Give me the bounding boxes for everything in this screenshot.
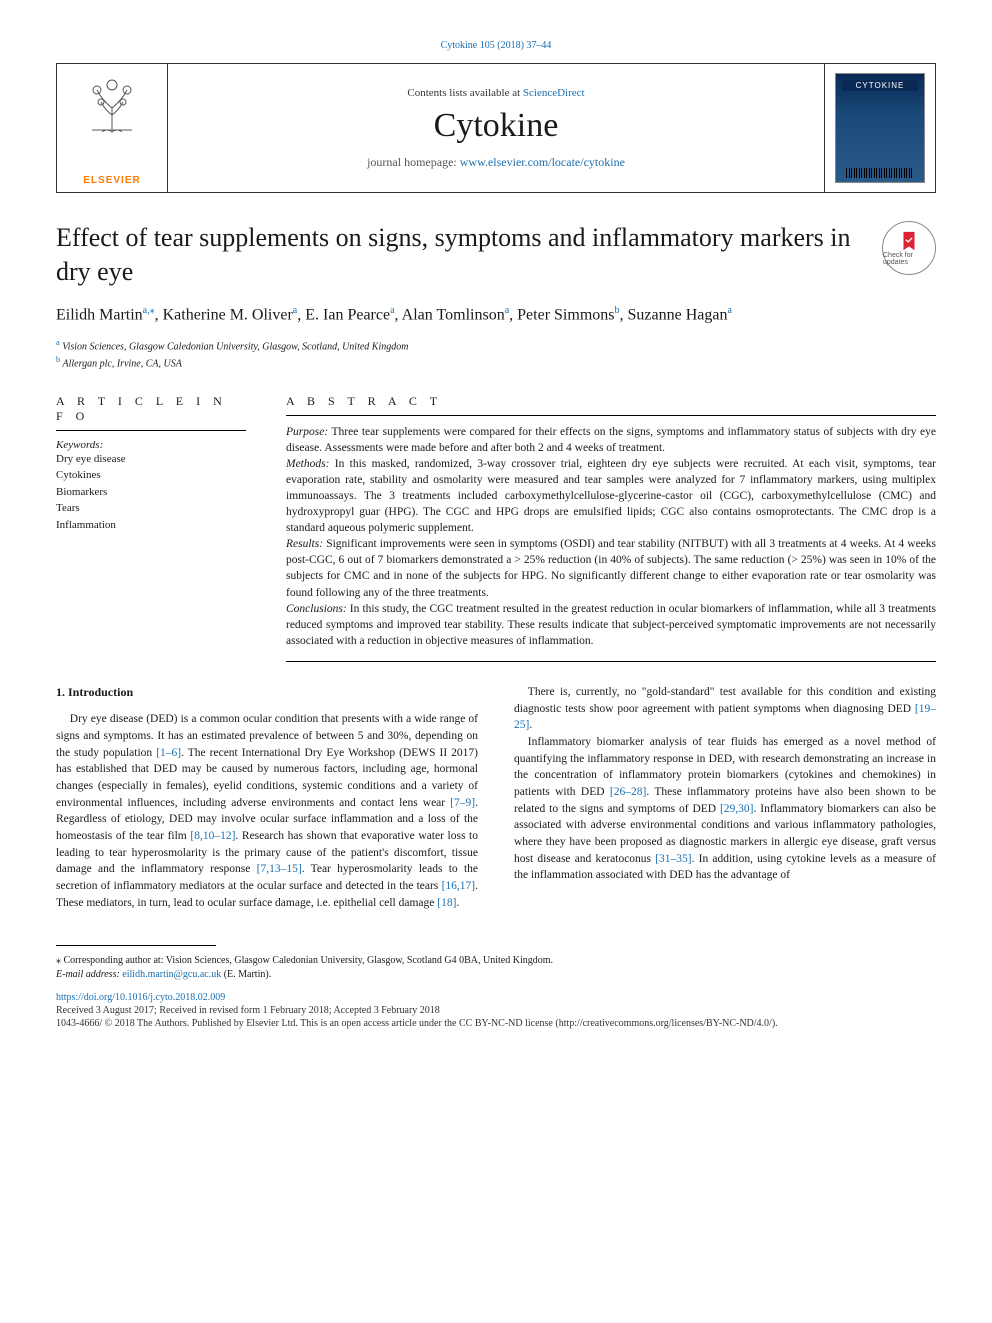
corresponding-author: ⁎ Corresponding author at: Vision Scienc…: [56, 954, 936, 968]
keywords-list: Dry eye diseaseCytokinesBiomarkersTearsI…: [56, 451, 246, 534]
affiliation-a: a Vision Sciences, Glasgow Caledonian Un…: [56, 337, 936, 354]
conclusions-text: In this study, the CGC treatment resulte…: [286, 603, 936, 647]
intro-p2: There is, currently, no "gold-standard" …: [514, 684, 936, 734]
copyright: 1043-4666/ © 2018 The Authors. Published…: [56, 1018, 936, 1029]
methods-text: In this masked, randomized, 3-way crosso…: [286, 458, 936, 534]
sciencedirect-link[interactable]: ScienceDirect: [523, 87, 585, 99]
keyword-item: Tears: [56, 500, 246, 517]
keyword-item: Biomarkers: [56, 484, 246, 501]
article-info-heading: A R T I C L E I N F O: [56, 394, 246, 431]
contents-line: Contents lists available at ScienceDirec…: [407, 87, 584, 99]
results-label: Results:: [286, 538, 323, 550]
ref-link[interactable]: [18]: [437, 897, 456, 909]
doi-link[interactable]: https://doi.org/10.1016/j.cyto.2018.02.0…: [56, 992, 936, 1003]
body-text: 1. Introduction Dry eye disease (DED) is…: [56, 684, 936, 911]
homepage-prefix: journal homepage:: [367, 155, 460, 169]
t: There is, currently, no "gold-standard" …: [514, 686, 936, 715]
journal-cover-thumbnail: [835, 73, 925, 183]
masthead-center: Contents lists available at ScienceDirec…: [167, 64, 825, 192]
authors: Eilidh Martina,⁎, Katherine M. Olivera, …: [56, 303, 936, 327]
email-suffix: (E. Martin).: [221, 969, 271, 980]
email-link[interactable]: eilidh.martin@gcu.ac.uk: [122, 969, 221, 980]
homepage-line: journal homepage: www.elsevier.com/locat…: [367, 155, 625, 170]
cover-thumb-block: [825, 64, 935, 192]
keyword-item: Inflammation: [56, 517, 246, 534]
ref-link[interactable]: [31–35]: [655, 853, 691, 865]
homepage-link[interactable]: www.elsevier.com/locate/cytokine: [460, 155, 625, 169]
ref-link[interactable]: [16,17]: [442, 880, 476, 892]
check-updates-badge[interactable]: Check for updates: [882, 221, 936, 275]
ref-link[interactable]: [26–28]: [610, 786, 646, 798]
purpose-label: Purpose:: [286, 426, 328, 438]
ref-link[interactable]: [7,13–15]: [257, 863, 302, 875]
elsevier-tree-icon: [77, 70, 147, 140]
publisher-logo-block: ELSEVIER: [57, 64, 167, 192]
abstract-body: Purpose: Three tear supplements were com…: [286, 424, 936, 649]
ref-link[interactable]: [7–9]: [450, 797, 475, 809]
footnote-separator: [56, 945, 216, 946]
affiliations: a Vision Sciences, Glasgow Caledonian Un…: [56, 337, 936, 372]
intro-heading: 1. Introduction: [56, 684, 478, 701]
results-text: Significant improvements were seen in sy…: [286, 538, 936, 598]
article-title: Effect of tear supplements on signs, sym…: [56, 221, 866, 289]
updates-badge-label: Check for updates: [883, 252, 935, 266]
t: .: [456, 897, 459, 909]
contents-prefix: Contents lists available at: [407, 87, 522, 99]
keywords-label: Keywords:: [56, 439, 246, 451]
publisher-name: ELSEVIER: [83, 175, 140, 186]
intro-p3: Inflammatory biomarker analysis of tear …: [514, 734, 936, 884]
keyword-item: Cytokines: [56, 467, 246, 484]
conclusions-label: Conclusions:: [286, 603, 347, 615]
intro-p1: Dry eye disease (DED) is a common ocular…: [56, 711, 478, 911]
masthead: ELSEVIER Contents lists available at Sci…: [56, 63, 936, 193]
affiliation-b: b Allergan plc, Irvine, CA, USA: [56, 354, 936, 371]
email-label: E-mail address:: [56, 969, 122, 980]
abstract-heading: A B S T R A C T: [286, 394, 936, 416]
ref-link[interactable]: [1–6]: [156, 747, 181, 759]
ref-link[interactable]: [8,10–12]: [190, 830, 235, 842]
header-citation: Cytokine 105 (2018) 37–44: [56, 40, 936, 51]
t: .: [529, 719, 532, 731]
email-line: E-mail address: eilidh.martin@gcu.ac.uk …: [56, 968, 936, 982]
ref-link[interactable]: [29,30]: [720, 803, 754, 815]
bookmark-check-icon: [898, 230, 920, 252]
received-dates: Received 3 August 2017; Received in revi…: [56, 1005, 936, 1016]
article-info: A R T I C L E I N F O Keywords: Dry eye …: [56, 394, 246, 662]
footnotes: ⁎ Corresponding author at: Vision Scienc…: [56, 954, 936, 982]
methods-label: Methods:: [286, 458, 329, 470]
affiliation-b-text: Allergan plc, Irvine, CA, USA: [63, 359, 182, 370]
abstract: A B S T R A C T Purpose: Three tear supp…: [286, 394, 936, 662]
journal-name: Cytokine: [434, 107, 559, 145]
keyword-item: Dry eye disease: [56, 451, 246, 468]
affiliation-a-text: Vision Sciences, Glasgow Caledonian Univ…: [62, 341, 408, 352]
purpose-text: Three tear supplements were compared for…: [286, 426, 936, 454]
